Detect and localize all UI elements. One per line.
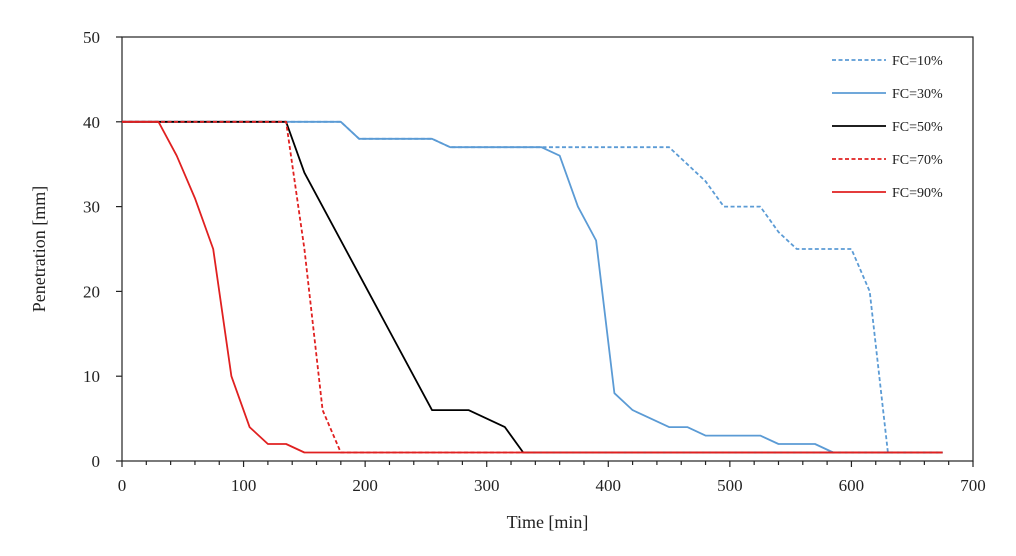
legend-label-fc-50: FC=50% xyxy=(892,120,943,135)
series-line-fc-50 xyxy=(122,120,943,454)
x-tick-label: 500 xyxy=(717,476,743,495)
plot-area xyxy=(121,36,974,462)
series-group xyxy=(122,120,943,454)
y-tick-label: 30 xyxy=(83,198,100,217)
x-tick-label: 0 xyxy=(118,476,127,495)
x-tick-label: 700 xyxy=(960,476,986,495)
legend-label-fc-30: FC=30% xyxy=(892,87,943,102)
x-tick-label: 400 xyxy=(596,476,622,495)
series-line-fc-90 xyxy=(122,120,943,454)
y-axis: 0 10 20 30 40 50 xyxy=(83,28,122,471)
legend: FC=10% FC=30% FC=50% FC=70% FC=90% xyxy=(832,54,943,201)
legend-label-fc-70: FC=70% xyxy=(892,153,943,168)
x-axis: 0 100 200 300 400 500 600 700 xyxy=(118,461,986,495)
legend-label-fc-90: FC=90% xyxy=(892,186,943,201)
x-tick-label: 600 xyxy=(839,476,865,495)
x-tick-label: 200 xyxy=(352,476,378,495)
y-tick-label: 20 xyxy=(83,282,100,301)
x-tick-label: 300 xyxy=(474,476,500,495)
y-tick-label: 50 xyxy=(83,28,100,47)
plot-frame xyxy=(121,36,974,462)
y-tick-label: 40 xyxy=(83,113,100,132)
y-axis-title: Penetration [mm] xyxy=(29,186,49,312)
y-tick-label: 10 xyxy=(83,367,100,386)
x-axis-title: Time [min] xyxy=(507,512,589,532)
series-line-fc-30 xyxy=(122,120,943,454)
series-line-fc-70 xyxy=(122,120,943,454)
legend-label-fc-10: FC=10% xyxy=(892,54,943,69)
series-line-fc-10 xyxy=(122,120,943,454)
y-tick-label: 0 xyxy=(92,452,101,471)
x-tick-label: 100 xyxy=(231,476,257,495)
